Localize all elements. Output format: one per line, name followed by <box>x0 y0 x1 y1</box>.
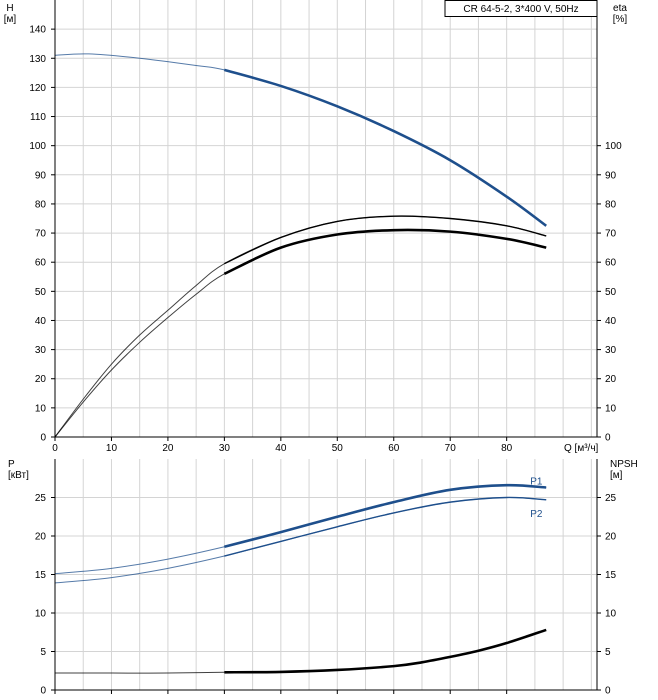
x-tick-label: 40 <box>275 443 287 454</box>
title-box <box>444 0 598 17</box>
y-left-tick-label: 20 <box>35 532 47 543</box>
axes <box>51 459 601 694</box>
series-curve <box>223 228 547 276</box>
y-right-tick-label: 90 <box>605 170 617 181</box>
y-right-tick-label: 100 <box>605 141 622 152</box>
y-right-tick-label: 30 <box>605 345 617 356</box>
series-curve-extended <box>54 484 547 575</box>
y-left-axis-label: P [кВт] <box>8 459 29 481</box>
y-left-tick-label: 120 <box>29 83 46 94</box>
y-right-axis-label: eta [%] <box>613 3 628 25</box>
y-right-tick-label: 60 <box>605 258 617 269</box>
y-right-tick-label: 20 <box>605 374 617 385</box>
series-curve-extended <box>54 496 547 584</box>
y-left-tick-label: 130 <box>29 54 46 65</box>
y-right-tick-label: 20 <box>605 532 617 543</box>
y-left-tick-label: 30 <box>35 345 47 356</box>
labels: 0 10 20 30 40 50 60 70 8001020304050607080901001… <box>4 0 628 454</box>
y-left-tick-label: 15 <box>35 570 47 581</box>
y-right-tick-label: 80 <box>605 199 617 210</box>
series-curve-extended <box>54 215 547 438</box>
series-curve <box>224 483 547 549</box>
y-left-axis-label: H [м] <box>4 3 17 25</box>
series-curve <box>224 215 547 265</box>
y-left-tick-label: 50 <box>35 287 47 298</box>
y-left-tick-label: 0 <box>40 686 46 697</box>
grid <box>55 0 597 437</box>
y-left-tick-label: 90 <box>35 170 47 181</box>
y-left-tick-label: 0 <box>40 433 46 444</box>
chart-title: CR 64-5-2, 3*400 V, 50Hz <box>463 4 578 15</box>
y-right-tick-label: 15 <box>605 570 617 581</box>
axes <box>51 0 601 441</box>
series-curve <box>224 628 547 674</box>
y-right-axis-label: NPSH [м] <box>610 459 638 481</box>
y-right-tick-label: 10 <box>605 609 617 620</box>
series-label: P1 <box>530 476 543 487</box>
x-tick-label: 70 <box>445 443 457 454</box>
power-npsh-chart: 0 5 10 15 20 25 0 5 10 15 20 25 P [кВт] NPSH [м] P1 P2 <box>8 459 638 697</box>
series-curve <box>224 68 547 227</box>
series-curve-extended <box>54 229 547 438</box>
x-tick-label: 50 <box>332 443 344 454</box>
y-left-tick-label: 60 <box>35 258 47 269</box>
y-right-tick-label: 50 <box>605 287 617 298</box>
y-left-tick-label: 140 <box>29 25 46 36</box>
y-right-tick-label: 25 <box>605 493 617 504</box>
y-left-tick-label: 110 <box>30 112 46 123</box>
y-right-tick-label: 5 <box>605 647 611 658</box>
y-right-tick-label: 10 <box>605 403 617 414</box>
y-left-tick-label: 70 <box>35 229 47 240</box>
labels: 0 5 10 15 20 25 0 5 10 15 20 25 P [кВт] NPSH [м] P1 P2 <box>8 459 638 697</box>
x-tick-label: 0 <box>52 443 58 454</box>
x-tick-label: 10 <box>106 443 118 454</box>
curves <box>54 53 547 438</box>
y-left-tick-label: 10 <box>35 403 47 414</box>
y-right-tick-label: 70 <box>605 229 617 240</box>
y-left-tick-label: 10 <box>35 609 47 620</box>
y-right-tick-label: 0 <box>605 686 611 697</box>
y-right-tick-label: 40 <box>605 316 617 327</box>
x-tick-label: 30 <box>219 443 231 454</box>
grid <box>55 459 597 690</box>
x-tick-label: 60 <box>388 443 400 454</box>
y-right-tick-label: 0 <box>605 433 611 444</box>
series-curve-extended <box>54 53 547 227</box>
y-left-tick-label: 100 <box>29 141 46 152</box>
y-left-tick-label: 25 <box>35 493 47 504</box>
y-left-tick-label: 40 <box>35 316 47 327</box>
head-efficiency-chart: 0 10 20 30 40 50 60 70 8001020304050607080901001… <box>4 0 628 454</box>
y-left-tick-label: 80 <box>35 199 47 210</box>
series-label: P2 <box>530 509 543 520</box>
y-left-tick-label: 5 <box>40 647 46 658</box>
x-tick-label: 20 <box>162 443 174 454</box>
curves <box>54 483 547 674</box>
y-left-tick-label: 20 <box>35 374 47 385</box>
series-curve <box>224 496 547 557</box>
x-axis-label: Q [м³/ч] <box>564 443 599 454</box>
x-tick-label: 80 <box>501 443 513 454</box>
